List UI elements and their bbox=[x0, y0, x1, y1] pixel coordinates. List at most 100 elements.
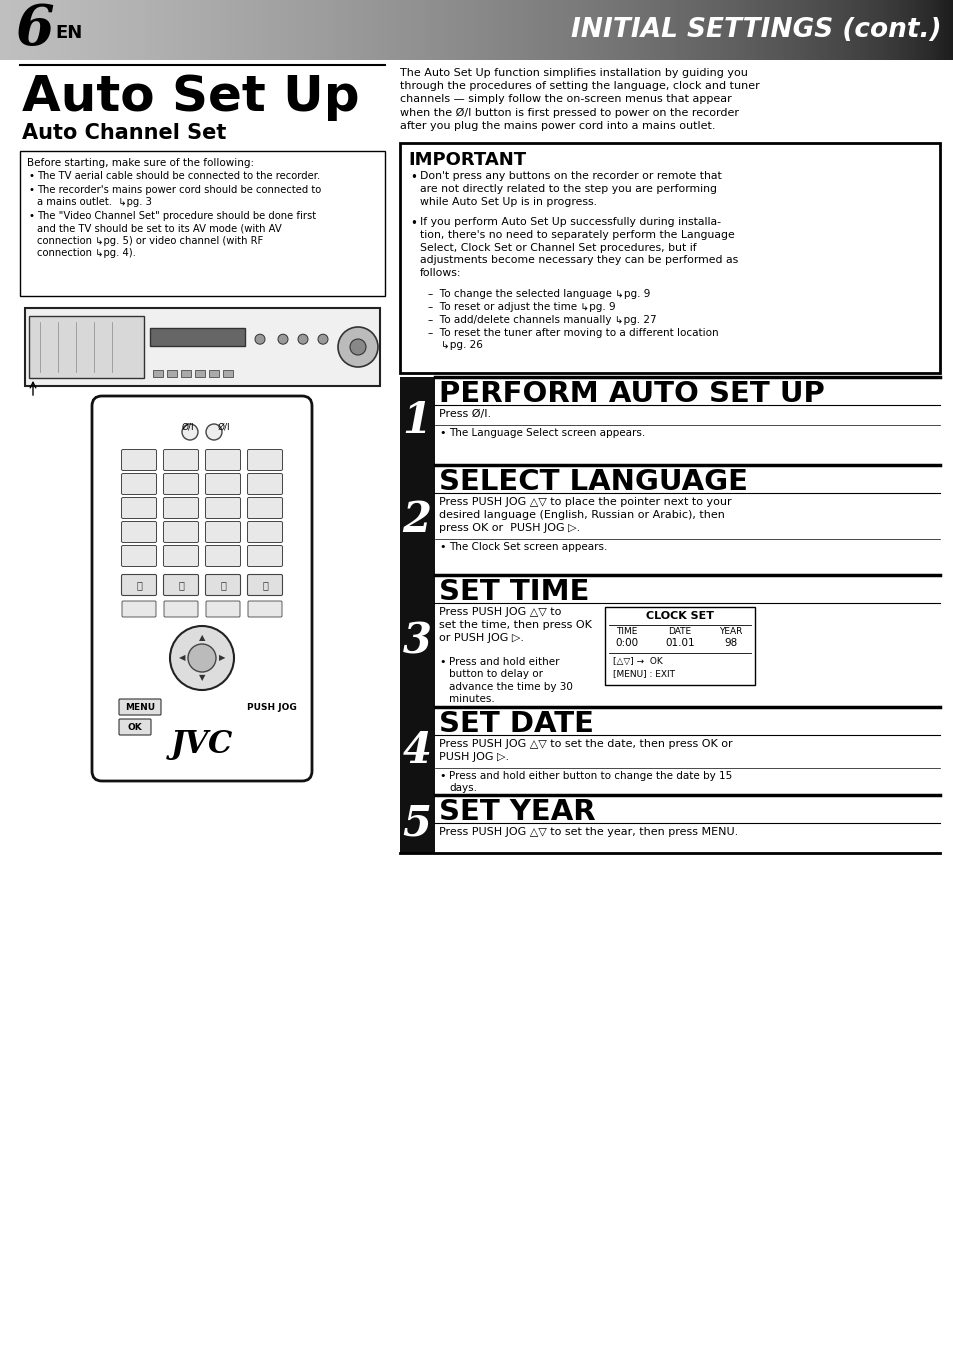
Text: 5: 5 bbox=[402, 803, 431, 844]
Bar bbox=[216, 0, 219, 59]
Text: ⏮: ⏮ bbox=[136, 580, 142, 590]
Text: Ø/I: Ø/I bbox=[217, 422, 230, 430]
Bar bbox=[86, 0, 89, 59]
Bar bbox=[114, 0, 117, 59]
Bar bbox=[210, 0, 213, 59]
Bar bbox=[133, 0, 136, 59]
Bar bbox=[765, 0, 769, 59]
Bar bbox=[902, 0, 905, 59]
Bar bbox=[143, 0, 146, 59]
FancyBboxPatch shape bbox=[119, 699, 161, 715]
Text: ⏹: ⏹ bbox=[220, 580, 226, 590]
Bar bbox=[448, 0, 451, 59]
Bar bbox=[470, 0, 474, 59]
Bar bbox=[934, 0, 937, 59]
Bar bbox=[531, 0, 534, 59]
Bar bbox=[781, 0, 784, 59]
Bar bbox=[534, 0, 537, 59]
Bar bbox=[457, 0, 460, 59]
Bar bbox=[591, 0, 594, 59]
Bar bbox=[188, 0, 191, 59]
Bar bbox=[355, 0, 359, 59]
Bar bbox=[877, 0, 880, 59]
Bar bbox=[943, 0, 946, 59]
Bar bbox=[181, 370, 191, 376]
Bar bbox=[617, 0, 619, 59]
Text: 01.01: 01.01 bbox=[664, 638, 694, 648]
Text: ▲: ▲ bbox=[198, 634, 205, 642]
Bar bbox=[403, 0, 407, 59]
Bar bbox=[89, 0, 92, 59]
Bar bbox=[152, 0, 155, 59]
FancyBboxPatch shape bbox=[247, 473, 282, 495]
Bar bbox=[760, 0, 762, 59]
Bar bbox=[213, 0, 216, 59]
Bar bbox=[699, 0, 702, 59]
Bar bbox=[769, 0, 772, 59]
Bar bbox=[546, 0, 550, 59]
Circle shape bbox=[350, 339, 366, 355]
FancyBboxPatch shape bbox=[121, 522, 156, 542]
Bar bbox=[731, 0, 734, 59]
Bar bbox=[750, 0, 753, 59]
Text: SET YEAR: SET YEAR bbox=[438, 799, 595, 826]
Bar bbox=[98, 0, 102, 59]
Bar bbox=[400, 0, 403, 59]
Bar bbox=[251, 0, 254, 59]
Bar bbox=[622, 0, 626, 59]
Text: 98: 98 bbox=[723, 638, 737, 648]
FancyBboxPatch shape bbox=[122, 602, 156, 616]
Text: 6: 6 bbox=[16, 3, 54, 58]
Bar bbox=[927, 0, 931, 59]
Bar bbox=[295, 0, 298, 59]
Bar bbox=[3, 0, 7, 59]
Bar bbox=[524, 0, 527, 59]
Bar bbox=[474, 0, 476, 59]
Bar bbox=[150, 328, 245, 345]
Bar bbox=[165, 0, 169, 59]
Text: •: • bbox=[438, 428, 445, 438]
Bar bbox=[861, 0, 864, 59]
Bar bbox=[203, 0, 207, 59]
Bar bbox=[399, 707, 435, 795]
Bar bbox=[870, 0, 874, 59]
Text: ⏯: ⏯ bbox=[178, 580, 184, 590]
Bar bbox=[858, 0, 861, 59]
Bar bbox=[232, 0, 235, 59]
Bar bbox=[298, 0, 302, 59]
Bar bbox=[848, 0, 851, 59]
Bar bbox=[264, 0, 267, 59]
Text: OK: OK bbox=[128, 723, 142, 731]
Bar bbox=[705, 0, 708, 59]
Bar bbox=[715, 0, 718, 59]
Bar bbox=[399, 795, 435, 853]
Bar bbox=[594, 0, 598, 59]
Bar bbox=[416, 0, 419, 59]
Bar bbox=[397, 0, 400, 59]
Bar bbox=[807, 0, 810, 59]
Bar bbox=[207, 0, 210, 59]
Bar bbox=[283, 0, 286, 59]
Bar bbox=[67, 0, 70, 59]
Bar bbox=[517, 0, 521, 59]
Bar bbox=[950, 0, 953, 59]
Bar bbox=[359, 0, 362, 59]
Bar bbox=[737, 0, 740, 59]
Bar bbox=[419, 0, 422, 59]
Text: •: • bbox=[438, 772, 445, 781]
Bar bbox=[7, 0, 10, 59]
Bar bbox=[801, 0, 803, 59]
Bar bbox=[270, 0, 274, 59]
Bar bbox=[394, 0, 397, 59]
Bar bbox=[550, 0, 553, 59]
FancyBboxPatch shape bbox=[163, 522, 198, 542]
Bar bbox=[413, 0, 416, 59]
Text: •: • bbox=[410, 217, 416, 229]
Text: 0:00: 0:00 bbox=[615, 638, 638, 648]
Bar bbox=[112, 0, 114, 59]
Text: 1: 1 bbox=[402, 401, 431, 442]
Bar bbox=[556, 0, 559, 59]
Bar bbox=[29, 0, 31, 59]
Circle shape bbox=[297, 335, 308, 344]
Bar bbox=[588, 0, 591, 59]
